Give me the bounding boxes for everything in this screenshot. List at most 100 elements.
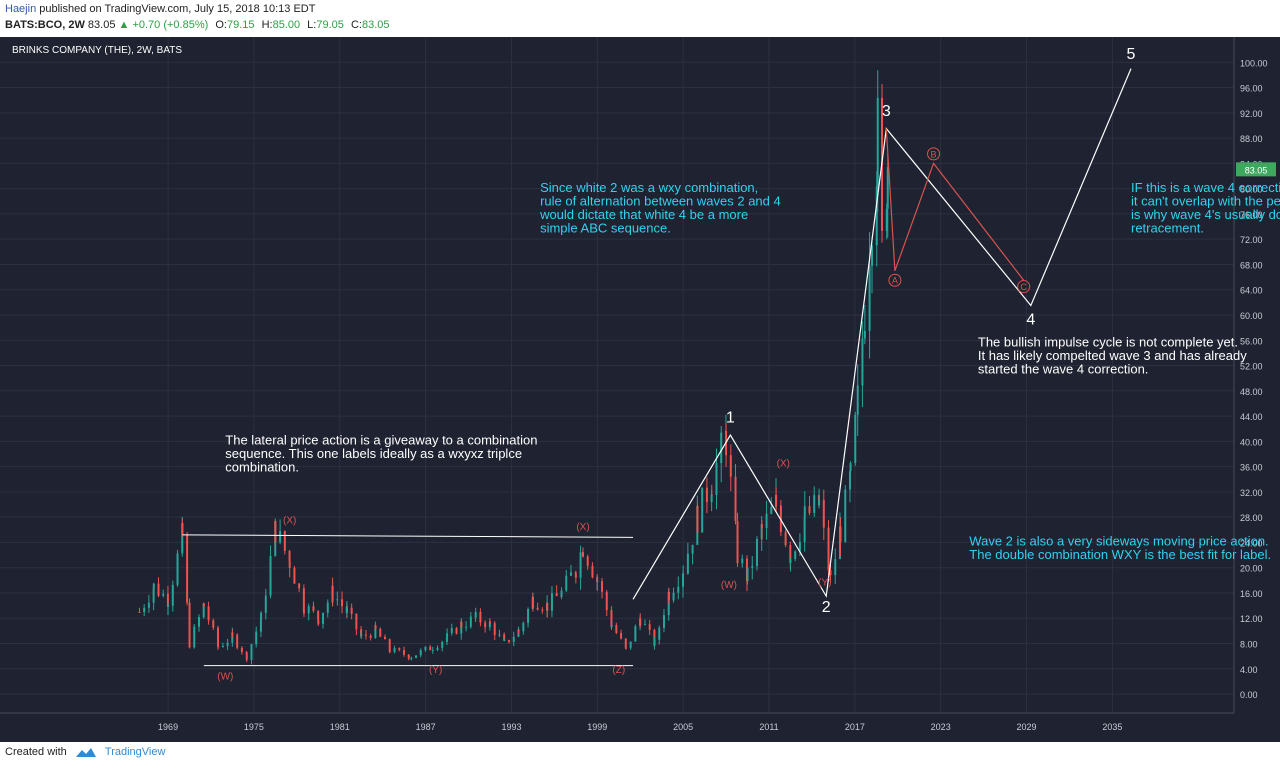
y-tick-label: 96.00 <box>1240 84 1263 94</box>
candle-body <box>834 559 837 576</box>
abc-label-B: B <box>931 149 937 159</box>
candle-body <box>388 650 391 652</box>
candle-body <box>798 542 801 552</box>
price-chart[interactable]: 100.0096.0092.0088.0084.0080.0076.0072.0… <box>0 37 1280 742</box>
y-tick-label: 4.00 <box>1240 665 1258 675</box>
candle-body <box>875 186 878 246</box>
candle-body <box>488 621 491 628</box>
y-tick-label: 44.00 <box>1240 412 1263 422</box>
candle-body <box>696 505 699 533</box>
candle-body <box>639 618 642 625</box>
candle-body <box>167 605 170 607</box>
candle-body <box>615 625 618 633</box>
candle-body <box>560 590 563 597</box>
candle-body <box>450 628 453 634</box>
chart-canvas[interactable]: 100.0096.0092.0088.0084.0080.0076.0072.0… <box>0 37 1280 742</box>
candle-body <box>157 583 160 596</box>
y-tick-label: 52.00 <box>1240 362 1263 372</box>
created-with-text: Created with <box>5 746 67 758</box>
candle-body <box>493 623 496 635</box>
candle-body <box>479 611 482 623</box>
candle-body <box>350 607 353 614</box>
y-tick-label: 8.00 <box>1240 640 1258 650</box>
tradingview-logo-icon <box>75 747 96 757</box>
candle-body <box>188 602 191 648</box>
candle-body <box>624 647 627 649</box>
annotation-note-1-line: retracement. <box>1131 220 1204 235</box>
candle-body <box>293 567 296 584</box>
annotation-note-4-line: Wave 2 is also a very sideways moving pr… <box>969 534 1268 549</box>
candle-body <box>844 489 847 542</box>
elliott-wave-path <box>632 68 1132 600</box>
candle-body <box>369 635 372 638</box>
candle-body <box>863 330 866 339</box>
candle-body <box>288 561 291 568</box>
candle-body <box>317 610 320 621</box>
y-tick-label: 28.00 <box>1240 513 1263 523</box>
annotation-note-1-line: it can't overlap with the peak of wave 1… <box>1131 193 1280 208</box>
author-link[interactable]: Haejin <box>5 3 37 15</box>
candle-body <box>648 624 651 630</box>
candle-body <box>531 596 534 608</box>
wave-label-4: 4 <box>1026 311 1035 328</box>
candle-body <box>601 581 604 592</box>
y-tick-label: 92.00 <box>1240 109 1263 119</box>
candle-body <box>610 610 613 628</box>
wave-label-1: 1 <box>726 409 735 426</box>
candle-body <box>152 583 155 589</box>
candle-body <box>240 647 243 652</box>
candle-body <box>503 639 506 641</box>
candle-body <box>813 495 816 513</box>
candle-body <box>147 602 150 608</box>
candle-body <box>207 606 210 621</box>
candle-body <box>441 641 444 648</box>
y-tick-label: 12.00 <box>1240 614 1263 624</box>
candle-body <box>221 645 224 648</box>
open-label: O: <box>215 19 227 31</box>
candle-body <box>143 607 146 613</box>
x-tick-label: 2029 <box>1017 722 1037 732</box>
y-tick-label: 36.00 <box>1240 463 1263 473</box>
candle-body <box>436 647 439 650</box>
candle-body <box>734 476 737 522</box>
tradingview-brand[interactable]: TradingView <box>104 746 166 758</box>
candle-body <box>871 245 874 266</box>
low-label: L: <box>307 19 317 31</box>
annotation-note-1-line: IF this is a wave 4 correction, per EW r… <box>1131 180 1280 195</box>
candle-body <box>424 646 427 651</box>
annotation-note-3-line: The lateral price action is a giveaway t… <box>225 432 537 447</box>
candle-body <box>522 622 525 632</box>
candle-body <box>634 626 637 642</box>
candle-body <box>336 599 339 601</box>
candle-body <box>822 499 825 528</box>
candle-body <box>667 591 670 601</box>
candle-body <box>322 612 325 624</box>
candle-body <box>431 649 434 651</box>
candle-body <box>331 585 334 600</box>
candle-body <box>217 627 220 647</box>
candle-body <box>715 463 718 495</box>
candle-body <box>546 602 549 611</box>
candle-body <box>565 575 568 591</box>
candle-body <box>231 632 234 643</box>
candle-body <box>410 658 413 660</box>
abc-correction-path <box>885 128 1025 281</box>
sub-wave-label: (X) <box>777 459 790 470</box>
candle-body <box>326 602 329 613</box>
annotation-note-2-line: It has likely compelted wave 3 and has a… <box>978 348 1247 363</box>
y-tick-label: 0.00 <box>1240 690 1258 700</box>
candle-body <box>789 559 792 563</box>
candle-body <box>839 526 842 542</box>
annotation-note-2-line: started the wave 4 correction. <box>978 362 1149 377</box>
y-tick-label: 48.00 <box>1240 387 1263 397</box>
candle-body <box>460 621 463 628</box>
candle-body <box>202 603 205 607</box>
candle-body <box>166 593 169 607</box>
candle-body <box>374 625 377 629</box>
candle-body <box>181 522 184 554</box>
candle-body <box>469 616 472 627</box>
candle-body <box>455 628 458 634</box>
annotation-note-0-line: Since white 2 was a wxy combination, <box>540 180 758 195</box>
candle-body <box>259 619 262 632</box>
annotation-note-3-line: sequence. This one labels ideally as a w… <box>225 446 522 461</box>
